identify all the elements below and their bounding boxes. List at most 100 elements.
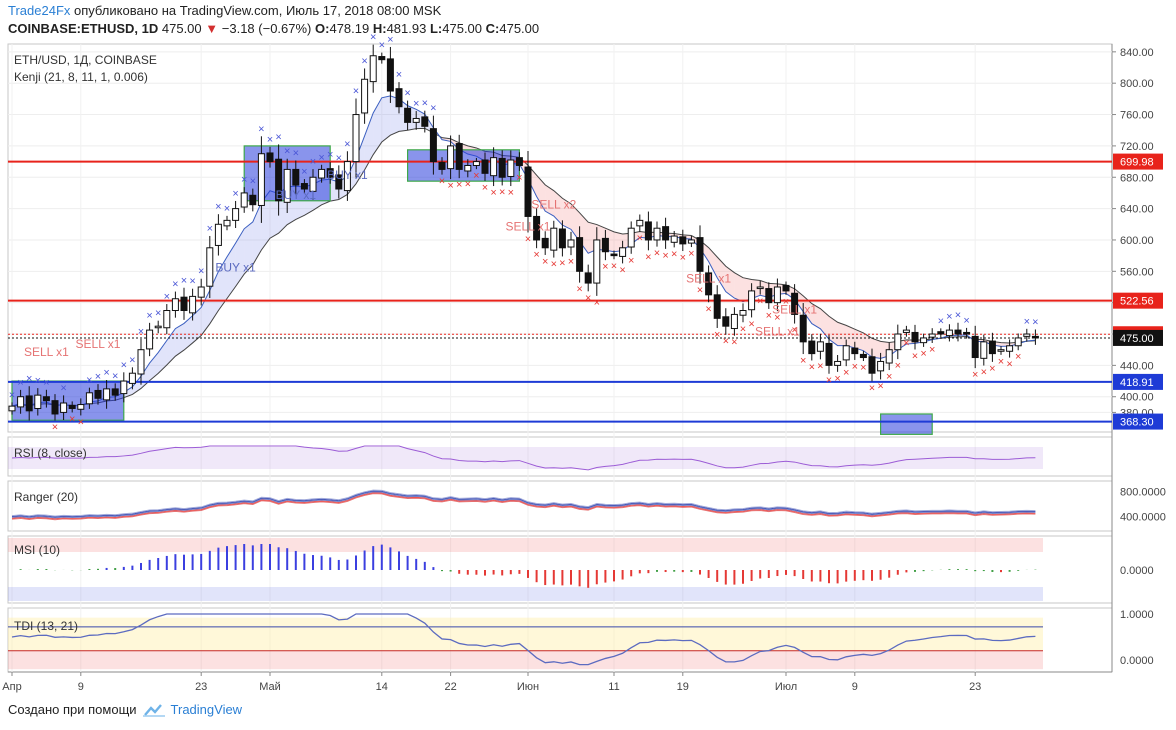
- candle-body: [963, 331, 971, 335]
- cloud-segment: [545, 184, 554, 217]
- candle-body: [816, 341, 824, 352]
- buy-marker: ×: [215, 201, 221, 213]
- cloud-segment: [209, 271, 219, 324]
- published-text: опубликовано на TradingView.com, Июль 17…: [74, 3, 442, 18]
- candle-body: [584, 272, 592, 284]
- level-price-badge: [1113, 373, 1163, 390]
- tradingview-logo-icon: [142, 703, 165, 717]
- ranger-band-line: [11, 491, 1036, 519]
- quote-line: COINBASE:ETHUSD, 1D 475.00 ▼ −3.18 (−0.6…: [8, 21, 539, 36]
- candle-body: [619, 247, 627, 257]
- candle-body: [541, 237, 549, 249]
- sell-marker: ×: [748, 318, 754, 330]
- buy-marker: ×: [396, 69, 402, 81]
- candle-body: [567, 239, 575, 248]
- publish-line: Trade24Fx опубликовано на TradingView.co…: [8, 3, 441, 18]
- high-label: H:: [372, 21, 387, 36]
- buy-marker: ×: [430, 103, 436, 115]
- buy-marker: ×: [293, 147, 299, 159]
- cloud-segment: [820, 308, 829, 340]
- msi-upper-band: [8, 538, 1043, 552]
- x-tick-label: Май: [259, 681, 281, 693]
- candle-body: [851, 347, 859, 355]
- level-price-label: 368.30: [1120, 417, 1154, 429]
- sell-marker: ×: [69, 413, 75, 425]
- sell-marker: ×: [920, 348, 926, 360]
- buy-marker: ×: [379, 40, 385, 52]
- sell-marker: ×: [723, 336, 729, 348]
- buy-marker: ×: [250, 176, 256, 188]
- candle-body: [662, 226, 670, 241]
- candle-body: [877, 360, 885, 372]
- candle-body: [60, 402, 68, 413]
- sell-marker: ×: [860, 362, 866, 374]
- tradingview-label: TradingView: [170, 702, 243, 717]
- candle-body: [17, 396, 25, 408]
- cloud-segment: [184, 315, 193, 351]
- candle-body: [507, 159, 515, 177]
- sell-marker: ×: [465, 178, 471, 190]
- candle-body: [472, 161, 480, 166]
- sell-marker: ×: [766, 310, 772, 322]
- candle-body: [464, 164, 472, 172]
- cloud-segment: [227, 243, 236, 299]
- cloud-segment: [175, 323, 184, 357]
- candle-body: [773, 286, 781, 304]
- cloud-segment: [562, 198, 571, 230]
- sell-marker: ×: [628, 255, 634, 267]
- msi-label: MSI (10): [14, 543, 60, 557]
- sell-marker: ×: [637, 233, 643, 245]
- candle-body: [94, 389, 102, 399]
- buy-marker: ×: [207, 223, 213, 235]
- buy-marker: ×: [938, 315, 944, 327]
- candle-body: [128, 372, 136, 384]
- candle-body: [980, 341, 988, 359]
- candle-body: [687, 239, 695, 244]
- buy-marker: ×: [370, 32, 376, 44]
- sell-marker: ×: [903, 338, 909, 350]
- candle-body: [68, 404, 76, 409]
- candle-body: [378, 56, 386, 61]
- buy-marker: ×: [17, 377, 23, 389]
- candle-body: [1014, 337, 1022, 347]
- sell-marker: ×: [447, 180, 453, 192]
- candle-body: [137, 349, 145, 375]
- msi-lower-band: [8, 587, 1043, 601]
- low-value: 475.00: [442, 21, 483, 36]
- price-chart[interactable]: 380.00400.00440.00480.00520.00560.00600.…: [0, 0, 1176, 700]
- ranger-band-line: [11, 492, 1036, 520]
- sell-marker: ×: [662, 250, 668, 262]
- sell-marker: ×: [697, 285, 703, 297]
- sell-marker: ×: [671, 248, 677, 260]
- candle-body: [696, 237, 704, 272]
- buy-marker: ×: [146, 310, 152, 322]
- buy-marker: ×: [963, 315, 969, 327]
- candle-body: [42, 396, 50, 402]
- sell-marker: ×: [654, 248, 660, 260]
- open-label: O:: [315, 21, 330, 36]
- signal-annotation: SELL x1: [755, 325, 800, 339]
- buy-marker: ×: [327, 149, 333, 161]
- sell-marker: ×: [439, 176, 445, 188]
- buy-marker: ×: [224, 203, 230, 215]
- tradingview-link[interactable]: TradingView: [142, 702, 243, 717]
- candle-body: [25, 395, 33, 412]
- sell-marker: ×: [525, 233, 531, 245]
- candle-body: [154, 325, 162, 329]
- buy-marker: ×: [198, 266, 204, 278]
- ranger-label: Ranger (20): [14, 490, 78, 504]
- sell-marker: ×: [981, 367, 987, 379]
- signal-annotation: BUY x1: [327, 168, 368, 182]
- ranger-tick-label: 800.0000: [1120, 486, 1166, 498]
- buy-marker: ×: [955, 310, 961, 322]
- author-link[interactable]: Trade24Fx: [8, 3, 71, 18]
- buy-marker: ×: [344, 138, 350, 150]
- sell-marker: ×: [551, 259, 557, 271]
- signal-annotation: BUY x1: [276, 188, 317, 202]
- cloud-segment: [201, 290, 210, 336]
- candle-body: [395, 88, 403, 108]
- level-price-badge: [1113, 413, 1163, 430]
- ranger-tick-label: 400.0000: [1120, 512, 1166, 524]
- buy-marker: ×: [318, 152, 324, 164]
- symbol-name: COINBASE:ETHUSD, 1D: [8, 21, 159, 36]
